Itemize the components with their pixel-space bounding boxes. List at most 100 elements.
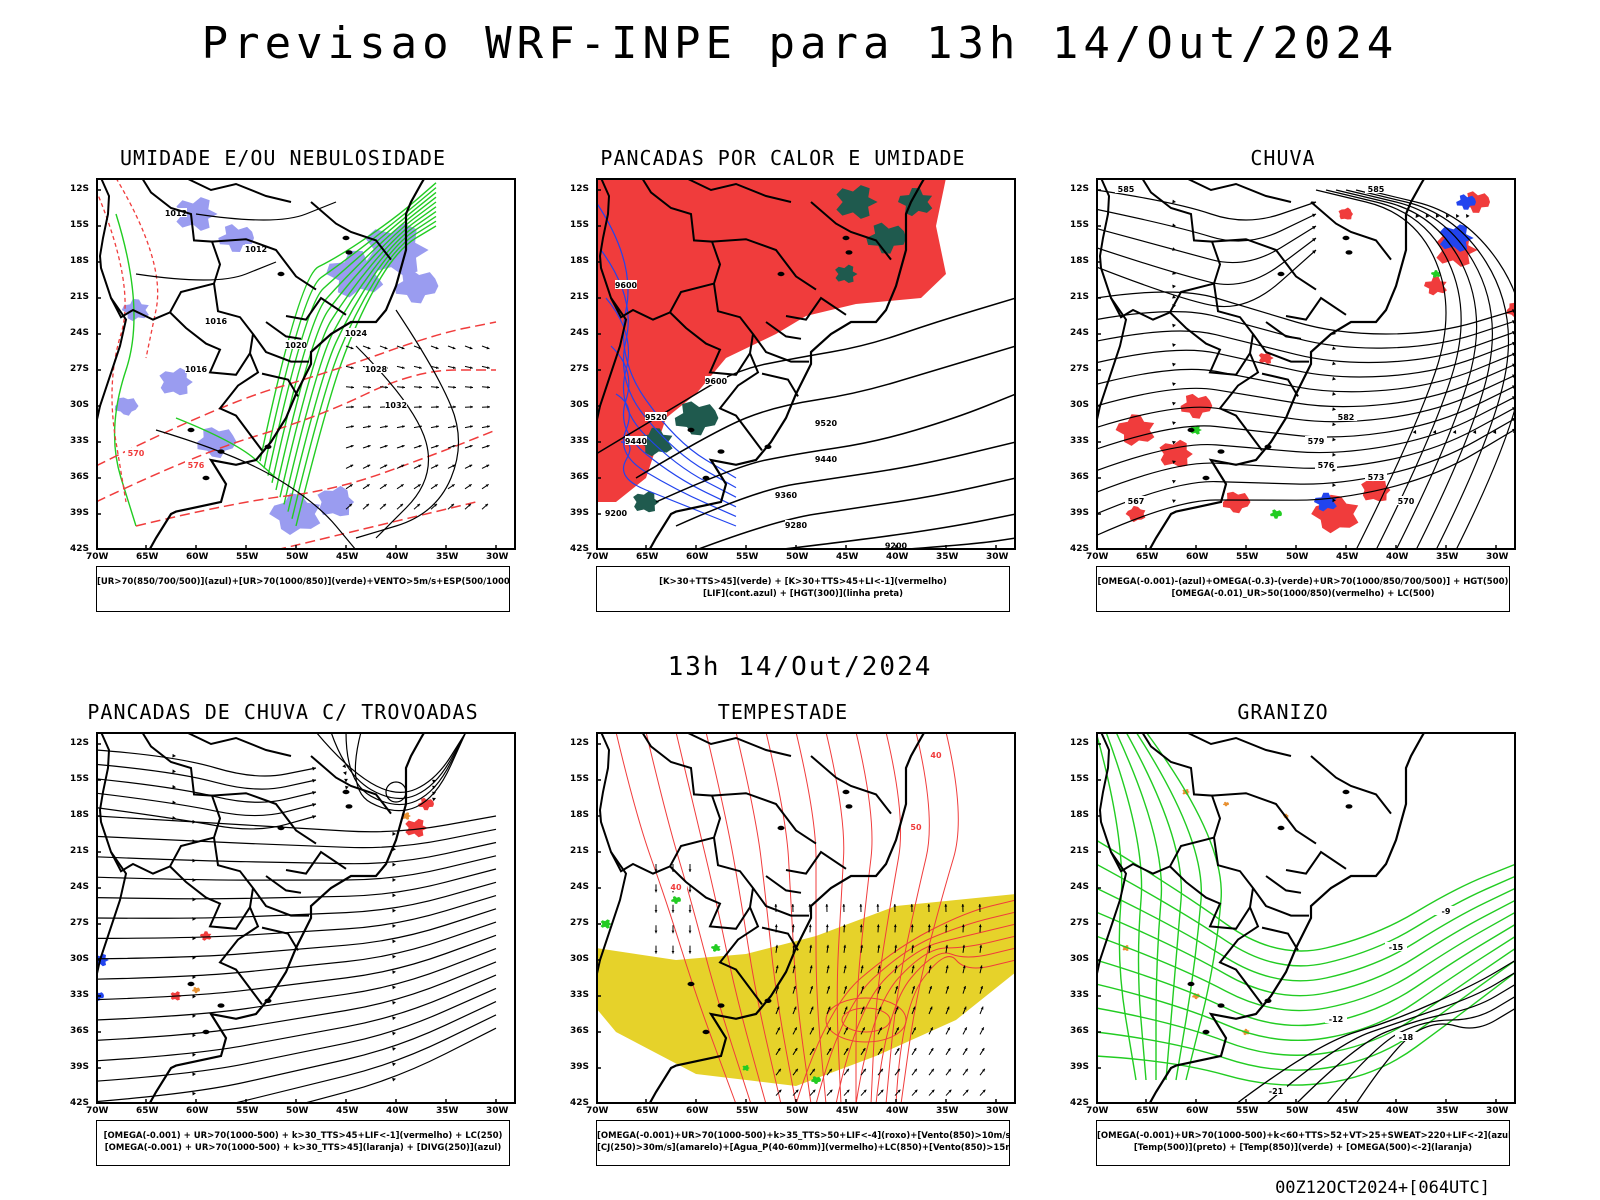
contour-label: 585 (1368, 185, 1385, 194)
streamline (1096, 341, 1516, 378)
lon-tick-label: 35W (436, 1106, 459, 1116)
country-border (1098, 178, 1222, 321)
lat-tick-label: 12S (70, 184, 90, 194)
contour-label-bg (185, 364, 207, 373)
wind-vector-head (979, 944, 983, 948)
wind-vector-head (688, 910, 692, 913)
streamline-arrow (1332, 346, 1336, 351)
streamline (96, 807, 317, 830)
country-border (169, 837, 255, 930)
lake (842, 235, 850, 241)
wind-vector-head (911, 965, 915, 969)
lat-tick-label: 39S (70, 508, 90, 518)
lon-tick-label: 30W (486, 552, 509, 562)
lat-tick-label: 21S (70, 846, 90, 856)
contour-label-bg (665, 882, 687, 891)
country-border (1252, 887, 1309, 917)
wind-vector-head (418, 464, 422, 468)
streamline-arrow (1172, 323, 1176, 328)
wind-vector-head (896, 1027, 899, 1031)
instability-green-area (637, 427, 673, 457)
wind-vector-head (979, 965, 983, 969)
streamline-arrow (392, 1016, 396, 1021)
lat-tick-label: 15S (1070, 774, 1090, 784)
map-background (1096, 732, 1516, 1104)
lake (342, 235, 350, 241)
instability-green-area (866, 222, 907, 254)
geopotential-height-300 (775, 513, 1016, 550)
lat-tick-label: 15S (1070, 220, 1090, 230)
lon-tick-label: 45W (836, 1106, 859, 1116)
wind-vector-head (809, 965, 813, 969)
wind-vector-head (913, 1027, 916, 1031)
panel-legend: [K>30+TTS>45](verde) + [K>30+TTS>45+LI<-… (596, 566, 1010, 612)
streamline-arrow (342, 764, 346, 768)
pressure-isobar (135, 261, 277, 281)
lon-tick-label: 35W (1436, 1106, 1459, 1116)
map-area: -18 -21 -12 -15 -9 (1096, 732, 1516, 1104)
temp-500-contour (1355, 1007, 1516, 1104)
wind-vector-head (845, 1027, 848, 1031)
wind-vector-head (914, 1068, 917, 1072)
lat-tick-label: 24S (570, 882, 590, 892)
instability-green-area (633, 490, 660, 513)
lat-tick-label: 27S (70, 364, 90, 374)
contour-label: 1032 (385, 401, 407, 410)
streamline-arrow (343, 771, 347, 776)
wind-vector-head (401, 366, 405, 369)
wind-vector-head (469, 464, 473, 468)
wind-vector-head (793, 1006, 797, 1010)
country-border (752, 333, 809, 363)
temp-850-contour (1125, 732, 1183, 1081)
lat-tick-label: 33S (1070, 436, 1090, 446)
lon-tick-label: 50W (1286, 552, 1309, 562)
wind-vector-head (962, 965, 966, 969)
precipitable-water-contour (875, 947, 1016, 1104)
streamline (1096, 406, 1516, 493)
lon-tick-label: 70W (586, 1106, 609, 1116)
streamline (96, 987, 497, 1082)
wind-vector-head (774, 924, 778, 928)
contour-label: 9200 (605, 509, 628, 518)
wind-vector-head (829, 1068, 832, 1072)
contour-label: 576 (188, 461, 205, 470)
contour-label: 576 (1318, 461, 1335, 470)
thickness-contour (96, 369, 496, 503)
wind-vector-head (366, 503, 369, 507)
contour-label-bg (815, 454, 837, 463)
wind-vector-head (846, 1089, 850, 1093)
wind-vector-head (844, 1006, 848, 1010)
panel-chuva: CHUVA 12S 15S 18S 21S 24S 27S 30S 33S 36S 39S 42S 70… (1048, 146, 1518, 621)
wind-vector-head (808, 924, 812, 928)
streamline-arrow (1332, 422, 1336, 427)
lake (1187, 427, 1195, 433)
country-border (310, 201, 392, 261)
lake (202, 1029, 210, 1035)
lifted-index-contour (620, 441, 737, 527)
precipitable-water-contour (615, 732, 737, 1104)
map-frame (96, 178, 516, 550)
lake (1202, 1029, 1210, 1035)
wind-vector-head (487, 385, 490, 389)
contour-label: 9520 (815, 419, 838, 428)
wind-vector-head (452, 346, 456, 350)
wind-vector-head (402, 385, 405, 389)
jet-stream-area (596, 894, 1016, 1086)
wind-vector-head (795, 1089, 799, 1093)
streamline-arrow (192, 1072, 196, 1077)
lat-tick-label: 42S (1070, 1098, 1090, 1108)
wind-vector-head (419, 405, 422, 409)
country-border (218, 352, 263, 451)
streamline-arrow (1332, 361, 1336, 366)
wind-vector-head (845, 1048, 849, 1052)
streamline-arrow (192, 878, 196, 882)
streamline-arrow (172, 769, 176, 774)
lon-tick-label: 65W (1136, 1106, 1159, 1116)
wind-vector-head (435, 464, 439, 468)
wind-vector-head (417, 503, 420, 507)
panel-title: GRANIZO (1237, 700, 1329, 724)
streamline-arrow (392, 970, 396, 975)
lake (717, 449, 725, 454)
contour-label-bg (205, 316, 227, 325)
wind-vector-head (775, 965, 779, 969)
